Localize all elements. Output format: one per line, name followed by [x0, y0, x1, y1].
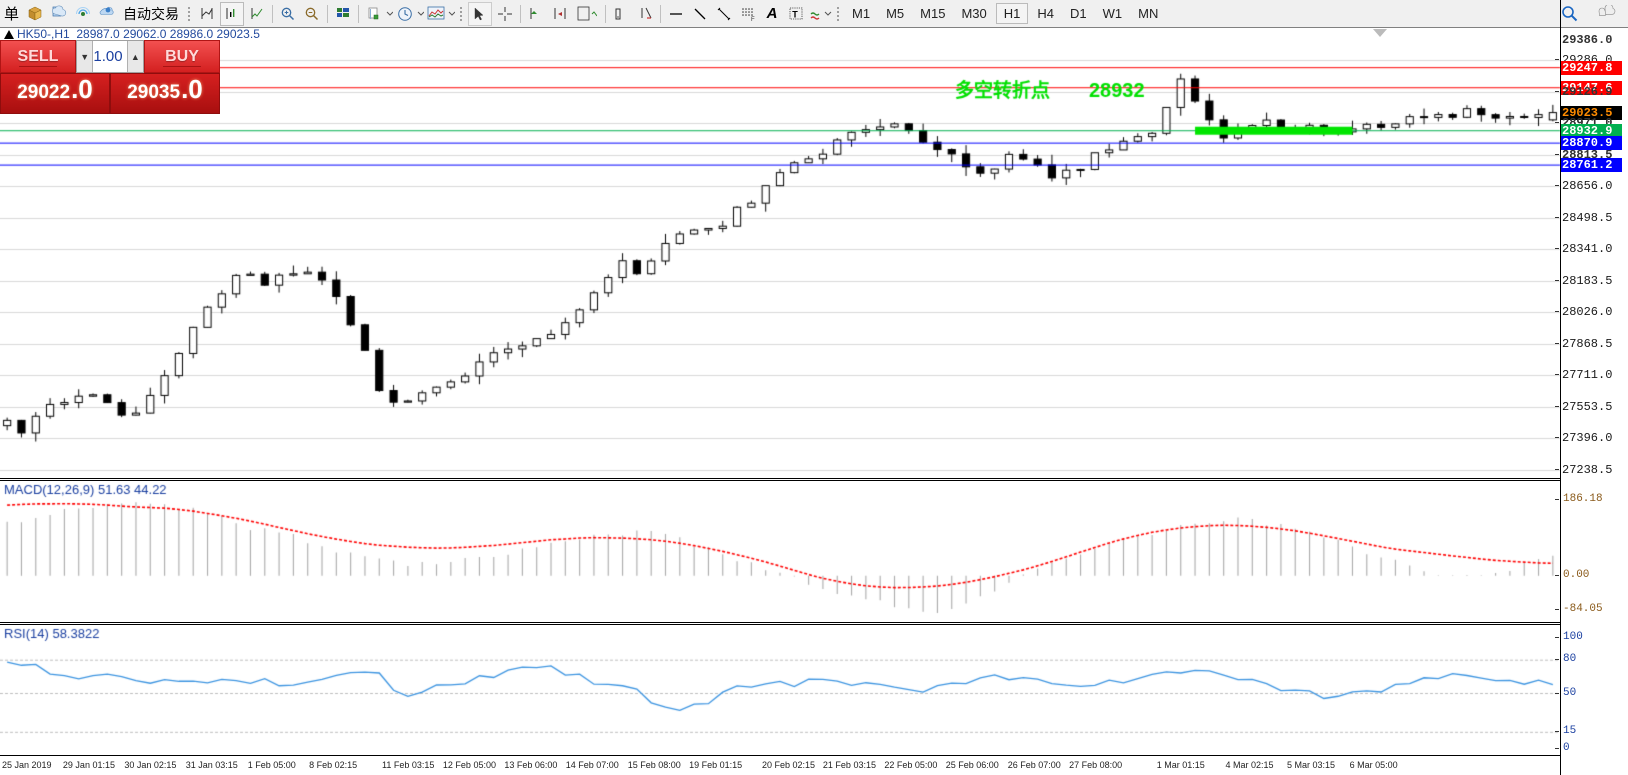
- svg-text:T: T: [792, 9, 798, 19]
- svg-text:F: F: [751, 17, 755, 22]
